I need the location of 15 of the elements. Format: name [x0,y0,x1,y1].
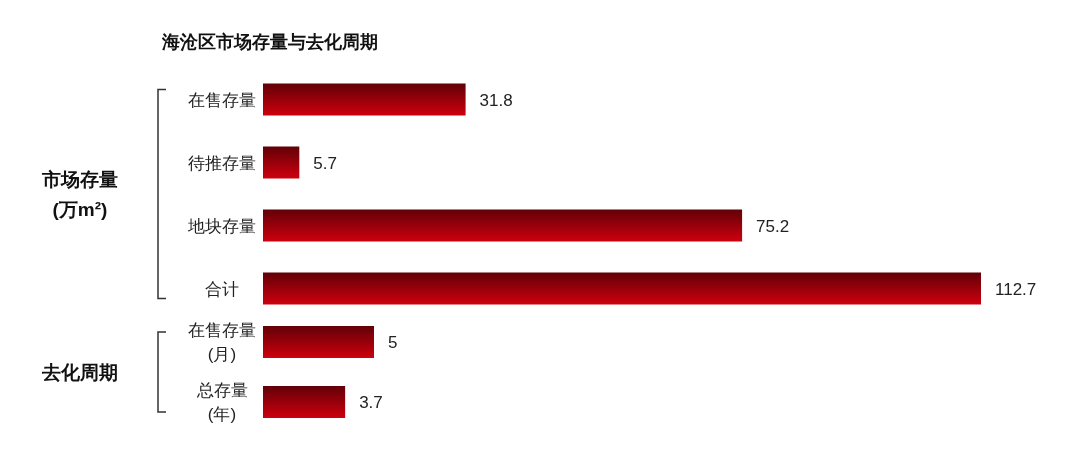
y-tick-label: 地块存量 [187,216,256,236]
y-tick-label: 在售存量 (月) [188,321,256,364]
data-label: 31.8 [479,90,513,110]
data-label: 75.2 [756,216,790,236]
y-tick-label: 待推存量 [188,153,256,173]
chart-title: 海沧区市场存量与去化周期 [161,32,378,52]
y-axis-title: 去化周期 [41,362,118,383]
data-label: 5.7 [313,153,337,173]
data-label: 3.7 [359,393,383,412]
y-axis-title: 市场存量 (万m²) [41,169,118,220]
y-tick-label: 合计 [205,279,239,299]
y-tick-label: 在售存量 [188,90,256,110]
data-label: 5 [388,333,398,352]
y-tick-label: 总存量 (年) [195,381,248,424]
data-label: 112.7 [995,279,1037,299]
